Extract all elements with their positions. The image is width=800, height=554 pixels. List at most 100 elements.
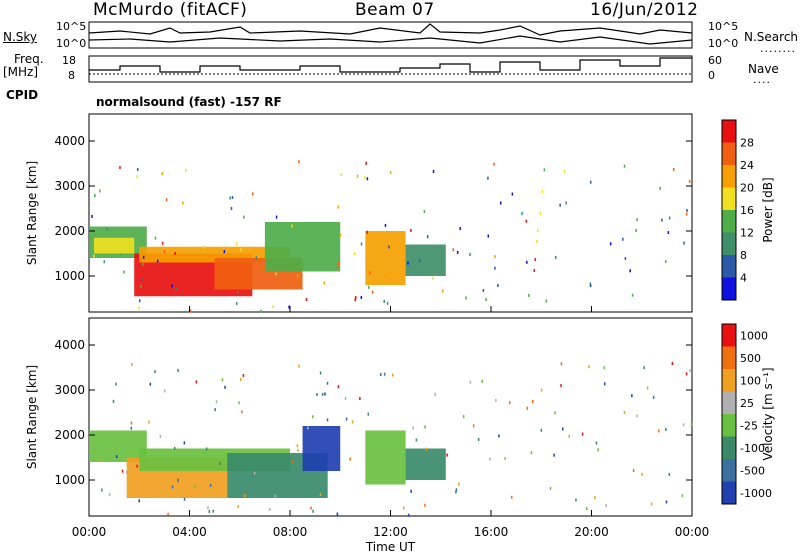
xtick-label: 08:00	[273, 525, 308, 539]
freq-left-tick-bottom: 8	[68, 69, 75, 82]
velocity-speckle	[183, 441, 186, 445]
power-region	[365, 231, 406, 285]
velocity-speckle	[379, 373, 382, 377]
power-speckle	[288, 305, 290, 309]
xtick-label: 00:00	[72, 525, 107, 539]
date-title: 16/Jun/2012	[590, 0, 699, 20]
velocity-speckle	[585, 507, 588, 511]
power-colorbar-segment	[722, 255, 736, 278]
velocity-speckle	[561, 427, 564, 431]
freq-unit-label: [MHz]	[3, 65, 39, 79]
velocity-speckle	[149, 382, 152, 386]
power-speckle	[563, 169, 566, 173]
velocity-speckle	[321, 392, 324, 396]
velocity-speckle	[455, 490, 457, 494]
velocity-speckle	[296, 444, 299, 448]
velocity-speckle	[553, 453, 555, 457]
xtick-label: 12:00	[373, 525, 408, 539]
power-colorbar-tick: 12	[740, 227, 754, 240]
velocity-speckle	[526, 406, 529, 410]
velocity-speckle	[498, 434, 500, 438]
velocity-speckle	[164, 389, 166, 393]
velocity-speckle	[560, 362, 563, 366]
velocity-speckle	[540, 428, 543, 432]
velocity-speckle	[402, 506, 405, 510]
velocity-speckle	[650, 502, 653, 506]
power-speckle	[482, 288, 485, 292]
station-title: McMurdo (fitACF)	[93, 0, 248, 20]
velocity-speckle	[424, 425, 426, 429]
xtick-label: 00:00	[675, 525, 710, 539]
power-speckle	[99, 189, 101, 193]
velocity-speckle	[207, 506, 209, 510]
power-speckle	[364, 176, 366, 180]
axes-layer: 1000 2000 3000 4000 Slant Range [km] 1000 2000…	[25, 134, 709, 554]
velocity-speckle	[477, 437, 480, 441]
velocity-speckle	[689, 369, 691, 373]
power-ylabel: Slant Range [km]	[25, 161, 39, 265]
power-speckle	[185, 168, 187, 172]
velocity-speckle	[121, 469, 124, 473]
power-speckle	[223, 250, 226, 254]
velocity-speckle	[195, 380, 198, 384]
power-speckle	[120, 253, 122, 257]
power-speckle	[543, 168, 546, 172]
velocity-speckle	[446, 453, 448, 457]
velocity-speckle	[312, 509, 314, 513]
velocity-speckle	[292, 459, 294, 463]
nave-label: Nave	[748, 62, 779, 76]
velocity-speckle	[575, 498, 577, 502]
power-speckle	[161, 172, 164, 176]
power-speckle	[366, 230, 368, 234]
power-speckle	[365, 161, 367, 165]
power-speckle	[683, 241, 685, 245]
velocity-speckle	[623, 410, 626, 414]
velocity-speckle	[131, 363, 133, 367]
power-speckle	[539, 211, 542, 215]
velocity-speckle	[336, 512, 339, 516]
velocity-colorbar-tick: 100	[740, 374, 761, 387]
velocity-speckle	[595, 441, 598, 445]
velocity-speckle	[268, 507, 271, 511]
power-speckle	[255, 255, 257, 259]
velocity-speckle	[532, 400, 534, 404]
power-speckle	[565, 201, 567, 205]
velocity-speckle	[407, 513, 410, 517]
power-speckle	[161, 241, 164, 245]
power-speckle	[688, 179, 691, 183]
power-speckle	[685, 212, 688, 216]
velocity-colorbar-segment	[722, 481, 736, 504]
velocity-speckle	[130, 426, 133, 430]
power-speckle	[252, 192, 254, 196]
power-speckle	[452, 248, 455, 252]
power-speckle	[243, 215, 245, 219]
power-speckle	[432, 169, 435, 173]
velocity-speckle	[685, 372, 688, 376]
power-speckle	[356, 174, 359, 178]
power-speckle	[354, 298, 356, 302]
power-colorbar-segment	[722, 187, 736, 210]
power-colorbar-frame	[721, 119, 737, 301]
noise-panel	[88, 21, 693, 49]
power-colorbar-tick: 24	[740, 159, 754, 172]
velocity-speckle	[219, 462, 221, 466]
power-speckle	[138, 299, 141, 303]
velocity-speckle	[244, 494, 246, 498]
power-speckle	[500, 201, 502, 205]
power-speckle	[175, 287, 178, 291]
velocity-speckle	[481, 379, 483, 383]
velocity-speckle	[504, 457, 506, 461]
power-speckle	[442, 289, 444, 293]
power-speckle	[533, 268, 536, 272]
velocity-speckle	[540, 388, 543, 392]
power-speckle	[418, 259, 421, 263]
power-speckle	[545, 299, 548, 303]
power-region	[405, 244, 446, 276]
velocity-speckle	[489, 457, 491, 461]
velocity-speckle	[324, 392, 326, 396]
power-speckle	[410, 228, 412, 232]
power-speckle	[89, 235, 91, 239]
power-speckle	[94, 194, 96, 198]
power-speckle	[140, 284, 142, 288]
